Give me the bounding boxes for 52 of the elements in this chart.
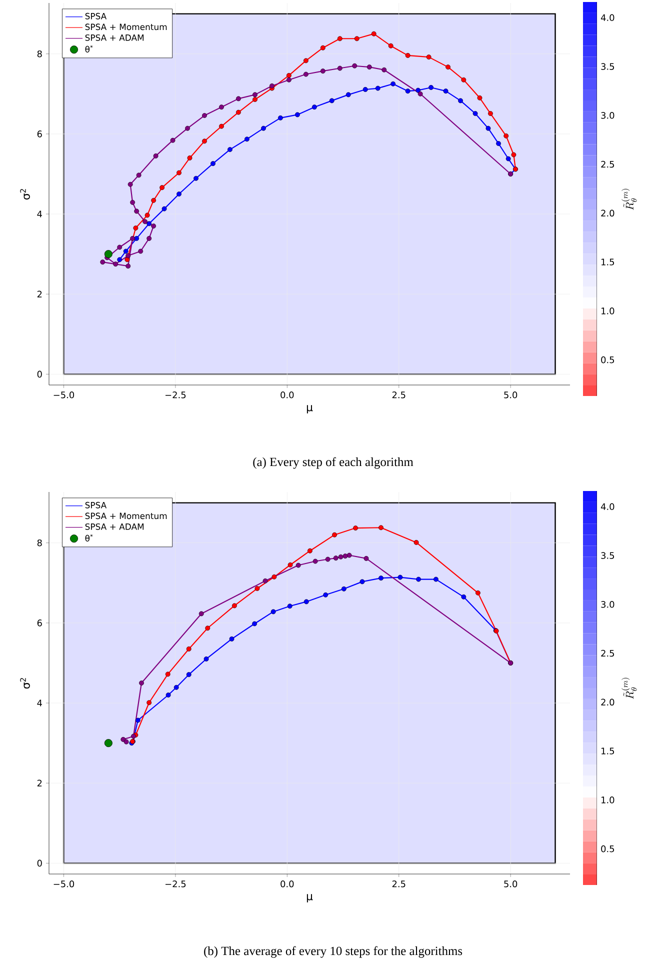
color-bar-label: 2.5: [601, 650, 614, 657]
color-bar-label: 0.5: [601, 356, 614, 364]
x-tick-label: 2.5: [392, 880, 406, 888]
color-bar-label: 4.0: [600, 14, 614, 22]
color-bar-label: 0.5: [601, 845, 614, 852]
legend-label: SPSA + ADAM: [85, 523, 144, 530]
color-bar-label: 4.0: [600, 503, 614, 510]
x-tick-label: 2.5: [392, 392, 406, 398]
x-tick-label: 5.0: [504, 392, 518, 398]
y-tick-label: 6: [37, 130, 42, 138]
color-bar-label: 3.5: [601, 552, 614, 559]
color-bar-label: 2.0: [601, 698, 614, 706]
x-axis-title: μ: [306, 894, 313, 902]
y-tick-label: 6: [37, 620, 42, 626]
x-tick-label: 5.0: [504, 880, 518, 888]
color-bar-label: 2.5: [601, 160, 614, 168]
color-bar-label: 1.5: [602, 748, 614, 754]
color-bar-label: 1.0: [602, 796, 614, 804]
legend-label: SPSA + Momentum: [85, 512, 167, 520]
y-tick-label: 2: [37, 290, 42, 298]
legend-label: θ$^{*}$: [85, 534, 93, 542]
x-tick-label: 0.0: [280, 880, 294, 888]
legend-label: θ$^{*}$: [85, 45, 93, 53]
legend-label: SPSA: [85, 502, 107, 508]
color-bar-title: $\tilde{R}_{\theta}^{(m)}$: [622, 678, 637, 700]
x-tick-label: −2.5: [166, 880, 186, 888]
color-bar-label: 1.0: [602, 308, 614, 314]
text: (a) Every step of each algorithm: [253, 457, 414, 469]
y-tick-label: 0: [37, 370, 42, 378]
y-tick-label: 4: [37, 210, 42, 218]
color-bar-label: 3.5: [601, 63, 614, 70]
x-tick-label: 0.0: [280, 392, 294, 398]
x-tick-label: −5.0: [54, 392, 74, 398]
y-tick-label: 0: [37, 860, 42, 867]
color-bar-label: 2.0: [601, 210, 614, 217]
y-tick-label: 8: [37, 539, 42, 546]
color-bar-label: 3.0: [601, 601, 614, 608]
y-tick-label: 8: [37, 50, 42, 58]
legend-label: SPSA: [85, 12, 107, 20]
legend-label: SPSA + ADAM: [85, 34, 144, 41]
legend-label: SPSA + Momentum: [85, 24, 167, 30]
color-bar-label: 1.5: [602, 258, 614, 266]
text: (b) The average of every 10 steps for the algorithms: [204, 946, 462, 958]
color-bar-title: $\tilde{R}_{\theta}^{(m)}$: [622, 188, 637, 210]
y-tick-label: 4: [37, 700, 42, 706]
x-axis-title: μ: [306, 405, 313, 414]
y-axis-title: σ$^{2}$: [20, 189, 30, 200]
x-tick-label: −5.0: [54, 880, 74, 888]
x-tick-label: −2.5: [166, 392, 186, 398]
y-axis-title: σ$^{2}$: [20, 678, 30, 689]
y-tick-label: 2: [37, 780, 42, 786]
color-bar-label: 3.0: [601, 112, 614, 119]
